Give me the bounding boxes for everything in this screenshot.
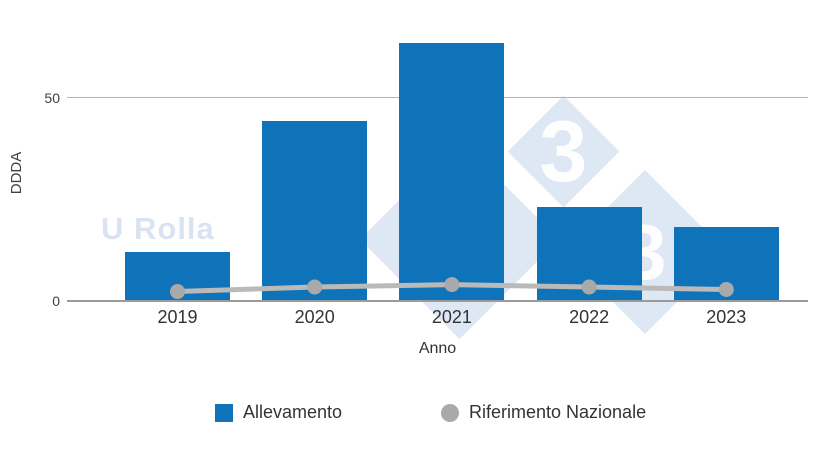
x-tick-2023: 2023 bbox=[706, 307, 747, 327]
legend: Allevamento Riferimento Nazionale bbox=[0, 402, 820, 428]
x-tick-2020: 2020 bbox=[294, 307, 335, 327]
legend-item-allevamento[interactable]: Allevamento bbox=[215, 402, 342, 423]
watermark-text: U Rolla bbox=[101, 211, 215, 246]
legend-circle-swatch bbox=[441, 403, 459, 422]
y-axis-title: DDDA bbox=[8, 151, 25, 195]
bar-2020[interactable] bbox=[262, 120, 368, 301]
watermark-diamond-top: 3 bbox=[507, 95, 620, 208]
bar-2023[interactable] bbox=[673, 227, 779, 301]
x-tick-2021: 2021 bbox=[431, 307, 472, 327]
watermark-digit-icon: 3 bbox=[539, 103, 588, 200]
x-axis-line bbox=[67, 300, 808, 302]
x-axis-title: Anno bbox=[418, 340, 457, 357]
y-tick-50: 50 bbox=[44, 90, 60, 106]
x-tick-2019: 2019 bbox=[157, 307, 198, 327]
legend-label-allevamento: Allevamento bbox=[243, 402, 343, 422]
bar-2021[interactable] bbox=[399, 43, 505, 301]
bar-2022[interactable] bbox=[536, 206, 642, 301]
legend-square-swatch bbox=[215, 403, 233, 422]
y-tick-0: 0 bbox=[52, 293, 60, 309]
legend-label-riferimento-nazionale: Riferimento Nazionale bbox=[469, 402, 647, 422]
bar-2019[interactable] bbox=[125, 251, 230, 301]
x-tick-2022: 2022 bbox=[569, 307, 610, 327]
legend-item-riferimento-nazionale[interactable]: Riferimento Nazionale bbox=[441, 402, 646, 423]
